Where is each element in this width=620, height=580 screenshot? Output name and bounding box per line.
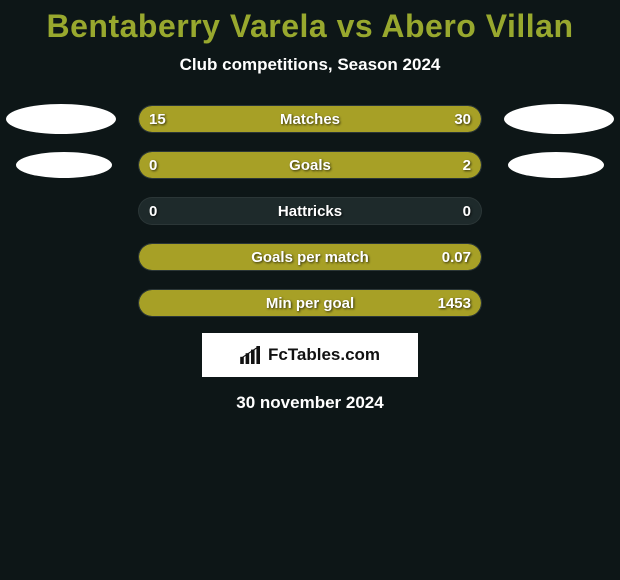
logo-text: FcTables.com	[268, 345, 380, 365]
value-left: 0	[149, 157, 157, 174]
page-title: Bentaberry Varela vs Abero Villan	[37, 8, 584, 45]
stat-bar: 1453 Min per goal	[138, 289, 482, 317]
stats-comparison: Bentaberry Varela vs Abero Villan Club c…	[0, 0, 620, 413]
source-logo[interactable]: FcTables.com	[202, 333, 418, 377]
player-marker-right	[508, 152, 604, 178]
value-right: 0	[463, 203, 471, 220]
metric-label: Hattricks	[278, 203, 342, 220]
stat-row: 15 30 Matches	[0, 105, 620, 133]
stat-bar: 0 0 Hattricks	[138, 197, 482, 225]
date: 30 november 2024	[236, 393, 383, 413]
metric-label: Min per goal	[266, 295, 354, 312]
metric-label: Matches	[280, 111, 340, 128]
player-marker-left	[16, 152, 112, 178]
value-right: 1453	[438, 295, 471, 312]
player-marker-left	[6, 104, 116, 134]
value-left: 15	[149, 111, 166, 128]
bar-chart-icon	[240, 346, 262, 364]
chart-area: 15 30 Matches 0 2 Goals 0 0 Hattricks 0.07 Goals p…	[0, 105, 620, 317]
value-left: 0	[149, 203, 157, 220]
metric-label: Goals per match	[251, 249, 369, 266]
value-right: 2	[463, 157, 471, 174]
stat-row: 0 0 Hattricks	[0, 197, 620, 225]
subtitle: Club competitions, Season 2024	[180, 55, 441, 75]
stat-row: 0.07 Goals per match	[0, 243, 620, 271]
value-right: 0.07	[442, 249, 471, 266]
metric-label: Goals	[289, 157, 331, 174]
stat-bar: 0.07 Goals per match	[138, 243, 482, 271]
player-marker-right	[504, 104, 614, 134]
stat-row: 1453 Min per goal	[0, 289, 620, 317]
stat-bar: 0 2 Goals	[138, 151, 482, 179]
value-right: 30	[454, 111, 471, 128]
stat-row: 0 2 Goals	[0, 151, 620, 179]
stat-bar: 15 30 Matches	[138, 105, 482, 133]
